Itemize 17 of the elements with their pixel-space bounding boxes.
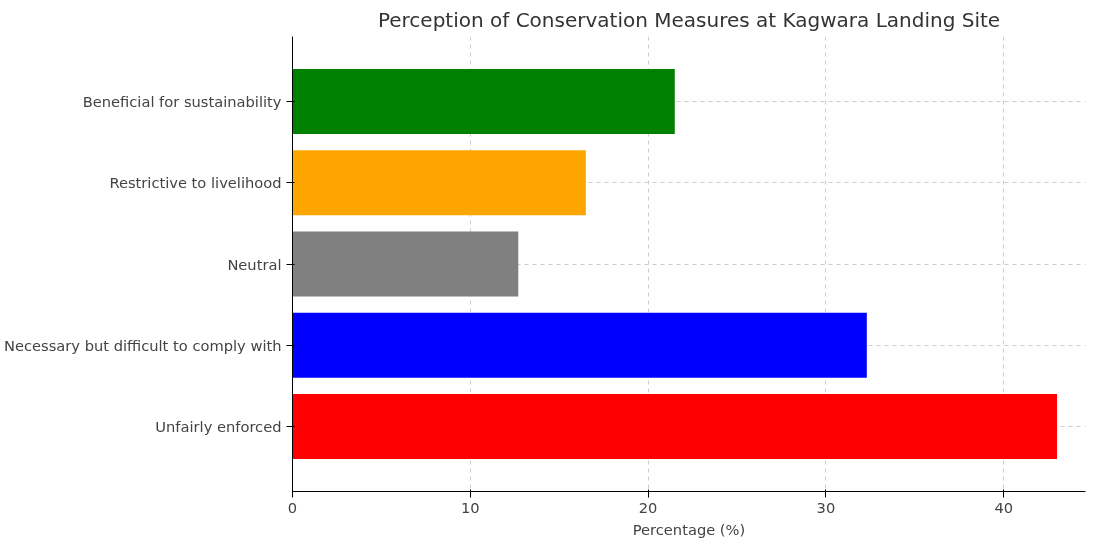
x-tick-label: 40: [994, 498, 1014, 516]
y-tick-label: Restrictive to livelihood: [109, 174, 282, 192]
bar: [292, 150, 586, 216]
bar: [292, 312, 867, 378]
x-tick-label: 30: [816, 498, 836, 516]
y-tick-label: Neutral: [227, 255, 282, 273]
bar: [292, 394, 1058, 459]
bar: [292, 231, 519, 297]
x-tick-label: 20: [638, 498, 658, 516]
y-tick-label: Unfairly enforced: [155, 418, 282, 435]
x-tick-label: 10: [460, 498, 480, 516]
x-tick-label: 0: [287, 498, 298, 516]
chart-title: Perception of Conservation Measures at Kagwara Landing Site: [377, 7, 1001, 32]
x-axis-title: Percentage (%): [632, 520, 746, 538]
bar: [292, 69, 675, 134]
y-tick-label: Beneficial for sustainability: [82, 93, 282, 110]
y-tick-label: Necessary but difficult to comply with: [3, 336, 282, 354]
